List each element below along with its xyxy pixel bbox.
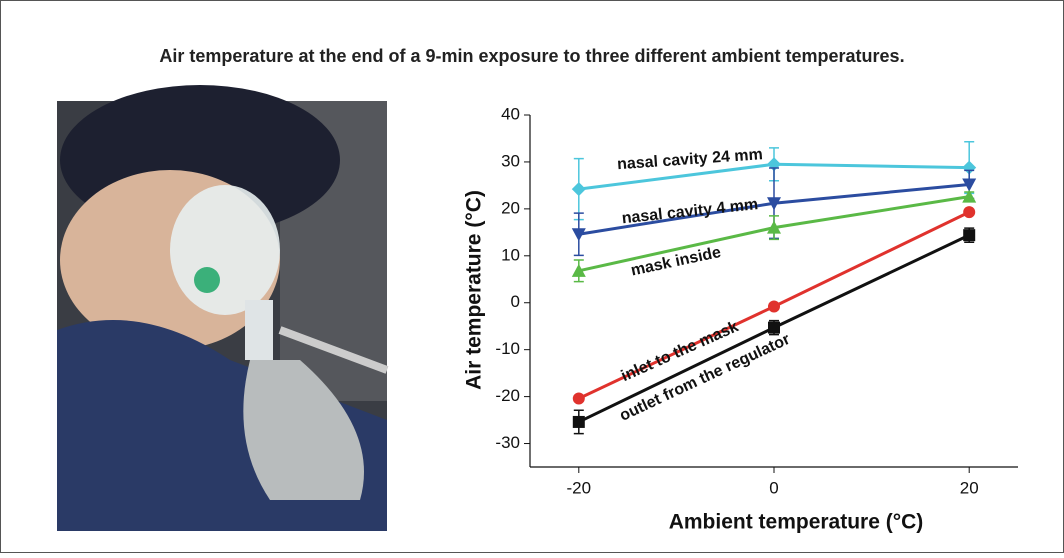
x-tick-label: 20	[960, 478, 979, 497]
title: Air temperature at the end of a 9-min ex…	[159, 46, 904, 66]
marker	[573, 416, 585, 428]
y-axis-label: Air temperature (°C)	[463, 190, 486, 390]
y-tick-label: 30	[501, 151, 520, 170]
y-tick-label: -10	[495, 339, 520, 358]
marker	[768, 322, 780, 334]
x-tick-label: 0	[769, 478, 778, 497]
figure: Air temperature at the end of a 9-min ex…	[0, 0, 1064, 553]
y-tick-label: -30	[495, 433, 520, 452]
marker	[573, 392, 585, 404]
x-axis-label: Ambient temperature (°C)	[669, 511, 924, 534]
marker	[963, 229, 975, 241]
y-tick-label: 40	[501, 104, 520, 123]
y-tick-label: 10	[501, 245, 520, 264]
photo	[57, 85, 387, 531]
y-tick-label: -20	[495, 386, 520, 405]
marker	[963, 206, 975, 218]
y-tick-label: 0	[511, 292, 520, 311]
y-tick-label: 20	[501, 198, 520, 217]
marker	[768, 300, 780, 312]
x-tick-label: -20	[567, 478, 592, 497]
page: {"chart_data": {"type": "line", "title":…	[0, 0, 1064, 553]
